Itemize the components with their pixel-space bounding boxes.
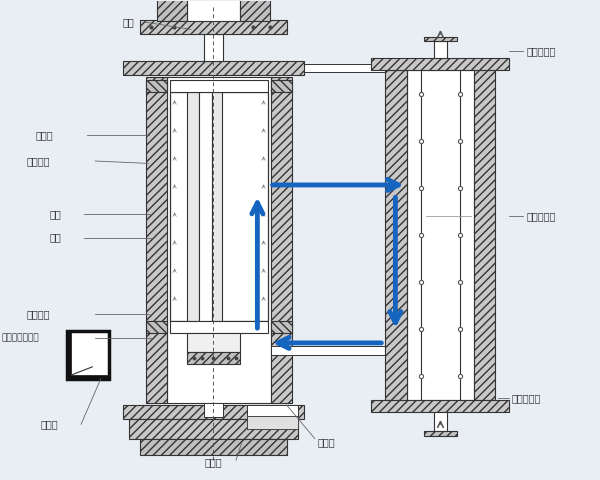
Text: 止推盘辅助叶轮: 止推盘辅助叶轮 xyxy=(1,334,39,343)
Bar xyxy=(146,77,167,403)
Bar xyxy=(407,70,473,400)
Text: 定子: 定子 xyxy=(50,209,61,219)
Bar xyxy=(67,331,109,379)
Bar xyxy=(434,412,446,432)
Bar xyxy=(247,416,298,429)
Bar xyxy=(157,0,187,21)
Bar xyxy=(140,20,287,34)
Text: 低压冷却水: 低压冷却水 xyxy=(526,46,556,56)
Bar xyxy=(204,34,223,60)
Bar xyxy=(146,322,167,333)
Text: 接线盒: 接线盒 xyxy=(41,419,59,429)
Bar xyxy=(371,400,509,412)
Text: 轴颈轴承: 轴颈轴承 xyxy=(26,309,50,319)
Bar xyxy=(434,41,446,58)
Text: 电机壳: 电机壳 xyxy=(35,130,53,140)
Bar xyxy=(271,322,292,333)
Text: 转子: 转子 xyxy=(50,233,61,242)
Bar xyxy=(67,331,71,379)
Bar xyxy=(187,92,199,322)
Bar xyxy=(124,60,304,75)
Text: 轴颈轴承: 轴颈轴承 xyxy=(26,156,50,166)
Bar xyxy=(240,0,270,21)
Bar xyxy=(271,346,388,355)
Bar xyxy=(271,64,388,72)
Bar xyxy=(124,405,304,420)
Bar xyxy=(247,405,298,417)
Bar xyxy=(424,432,457,436)
Text: 叶轮: 叶轮 xyxy=(123,17,134,27)
Bar xyxy=(140,439,287,456)
Bar xyxy=(187,352,240,364)
Bar xyxy=(67,375,109,379)
Text: 低压冷却水: 低压冷却水 xyxy=(512,393,541,403)
Bar xyxy=(212,92,222,322)
Bar xyxy=(170,80,268,92)
Bar xyxy=(170,92,268,322)
Bar xyxy=(167,77,271,403)
Bar xyxy=(187,0,240,21)
Bar xyxy=(271,80,292,92)
Text: 电机盖: 电机盖 xyxy=(204,457,222,468)
Bar xyxy=(146,80,167,92)
Bar xyxy=(204,403,223,417)
Text: 过滤器: 过滤器 xyxy=(317,437,335,447)
Bar xyxy=(424,36,457,41)
Bar xyxy=(473,70,495,400)
Bar xyxy=(170,322,268,333)
Bar xyxy=(385,70,407,400)
Bar xyxy=(271,77,292,403)
Bar xyxy=(187,333,240,352)
Bar xyxy=(129,420,298,439)
Bar xyxy=(371,58,509,70)
Bar xyxy=(199,92,212,322)
Text: 高压冷却水: 高压冷却水 xyxy=(526,211,556,221)
